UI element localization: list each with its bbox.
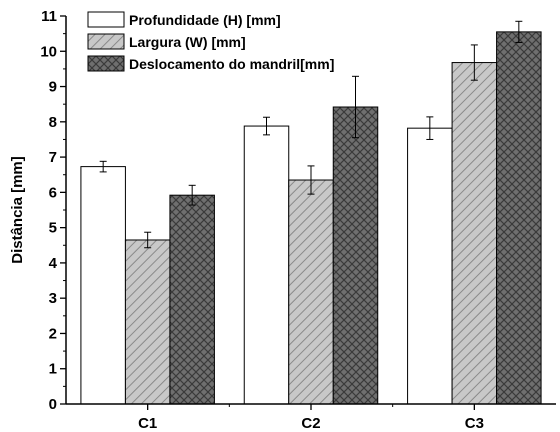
y-tick-label: 9: [49, 79, 57, 96]
bar: [407, 127, 453, 405]
x-ticks-group: C1 C2 C3: [138, 404, 484, 432]
y-tick-label: 2: [49, 325, 57, 342]
y-tick-label: 8: [49, 114, 57, 131]
x-tick-label: C3: [465, 415, 484, 432]
bar: [496, 31, 542, 405]
bar: [332, 106, 379, 405]
bar: [80, 166, 126, 405]
y-tick-label: 10: [40, 43, 57, 60]
y-ticks-group: 0 1 2 3 4 5 6 7 8 9 10 11: [40, 8, 66, 413]
legend-label: Largura (W) [mm]: [129, 34, 246, 50]
legend-label: Deslocamento do mandril[mm]: [129, 56, 334, 72]
legend-swatch: [87, 11, 125, 28]
y-tick-label: 0: [49, 396, 57, 413]
legend-swatch: [87, 55, 125, 72]
y-axis-title: Distância [mm]: [9, 156, 26, 264]
bar: [243, 125, 290, 405]
bar: [451, 62, 498, 405]
y-tick-label: 3: [49, 290, 57, 307]
y-tick-label: 5: [49, 220, 57, 237]
y-tick-label: 11: [41, 8, 57, 25]
plot-area: 0 1 2 3 4 5 6 7 8 9 10 11 C1 C2 C3: [40, 8, 556, 432]
legend-swatch: [87, 33, 125, 50]
y-tick-label: 4: [49, 255, 58, 272]
bar: [169, 194, 215, 405]
y-tick-label: 1: [49, 361, 57, 378]
bar: [124, 239, 171, 405]
x-tick-label: C1: [138, 415, 157, 432]
legend: Profundidade (H) [mm] Largura (W) [mm] Des…: [87, 11, 334, 72]
legend-label: Profundidade (H) [mm]: [129, 12, 281, 28]
x-tick-label: C2: [301, 415, 320, 432]
bar: [288, 179, 334, 405]
bars-group: [80, 31, 542, 405]
error-bars-group: [99, 20, 523, 249]
y-tick-label: 7: [49, 149, 57, 166]
y-tick-label: 6: [49, 184, 57, 201]
